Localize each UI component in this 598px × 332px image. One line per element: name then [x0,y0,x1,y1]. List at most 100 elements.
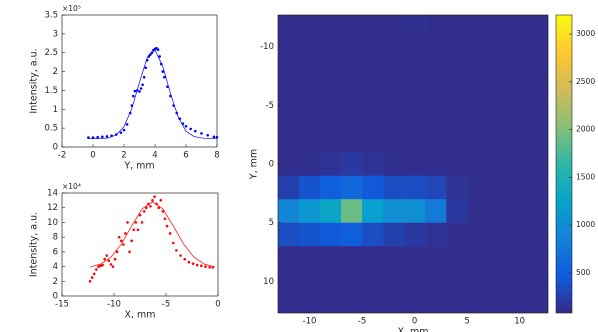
heatmap-cell [383,176,404,200]
y-tick-label: 1 [53,105,58,115]
heatmap-cell [383,223,404,247]
heatmap-cell [362,223,383,247]
heatmap-cell [488,176,509,200]
heatmap-cell [509,152,530,176]
data-point [137,228,140,231]
heatmap-cell [278,176,299,200]
heatmap-cell [509,246,530,270]
heatmap-cell [383,129,404,153]
y-tick-label: 3 [53,29,58,39]
heatmap-cell [362,35,383,59]
heatmap-cell [362,152,383,176]
heatmap-cell [425,152,446,176]
heatmap-cell [383,35,404,59]
y-tick-label: 14 [47,189,58,199]
heatmap-cell [404,35,425,59]
x-axis-label: X, mm [397,327,428,332]
x-tick-label: 0 [412,317,417,327]
heatmap-cell [467,129,488,153]
data-point [140,87,143,90]
data-point [143,210,146,213]
y-tick-label: -5 [266,101,274,111]
data-point [141,221,144,224]
data-point [101,264,104,267]
data-point [194,130,197,133]
data-point [122,243,125,246]
colorbar-tick-label: 2000 [576,125,595,134]
heatmap-cell [383,105,404,129]
data-point [204,265,207,268]
heatmap-cell [509,270,530,294]
heatmap-cell [404,58,425,82]
data-point [126,123,129,126]
data-point [118,236,121,239]
heatmap-cell [446,176,467,200]
data-point [89,280,92,283]
heatmap-cell [404,176,425,200]
data-point [206,134,209,137]
x-tick-label: 2 [121,151,126,161]
heatmap-cell [467,152,488,176]
heatmap-cell [446,58,467,82]
heatmap-cell [425,105,446,129]
data-point [163,76,166,79]
data-point [126,221,129,224]
heatmap-cell [341,199,362,223]
heatmap-cell [404,223,425,247]
y-tick-label: 6 [53,247,58,257]
heatmap-cell [362,199,383,223]
heatmap-cell [278,223,299,247]
heatmap-cell [509,223,530,247]
heatmap-cell [320,199,341,223]
x-tick-label: 8 [214,151,219,161]
data-point [166,225,169,228]
heatmap-cell [509,82,530,106]
data-point [172,242,175,245]
heatmap-cell [509,35,530,59]
heatmap-cell [425,270,446,294]
data-point [134,90,137,93]
heatmap-cell [299,82,320,106]
heatmap-cell [467,105,488,129]
data-point [91,276,94,279]
data-point [124,232,127,235]
data-point [130,240,133,243]
heatmap-cell [299,152,320,176]
heatmap-cell [299,223,320,247]
data-point [120,131,123,134]
x-tick-label: 5 [464,317,469,327]
heatmap-cell [320,129,341,153]
page: {"chart_data": [ {"type": "line", "multi… [0,0,598,332]
heatmap-cell [278,129,299,153]
y-tick-label: 0.5 [44,124,58,134]
data-point [132,228,135,231]
data-point [101,136,104,139]
heatmap-cell [278,35,299,59]
data-point [192,262,195,265]
heatmap-cell [299,199,320,223]
heatmap-cell [383,270,404,294]
heatmap-cell [488,58,509,82]
heatmap-cell [278,105,299,129]
x-tick-label: -5 [358,317,366,327]
heatmap-cell [404,199,425,223]
data-point [189,128,192,131]
heatmap-cell [425,176,446,200]
heatmap-cell [488,199,509,223]
data-point [128,251,131,254]
heatmap-cell [404,152,425,176]
data-point [96,136,99,139]
heatmap-cell [299,58,320,82]
heatmap-cell [383,246,404,270]
colorbar-tick-label: 1000 [576,220,595,229]
heatmap-cell [278,58,299,82]
heatmap-cell [299,270,320,294]
heatmap-cell [299,35,320,59]
x-tick-label: 10 [514,317,525,327]
heatmap-cell [320,270,341,294]
data-point [138,90,141,93]
colorbar-tick-label: 1500 [576,172,595,181]
heatmap-cell [341,82,362,106]
data-point [213,136,216,139]
y-tick-label: 8 [53,233,58,243]
